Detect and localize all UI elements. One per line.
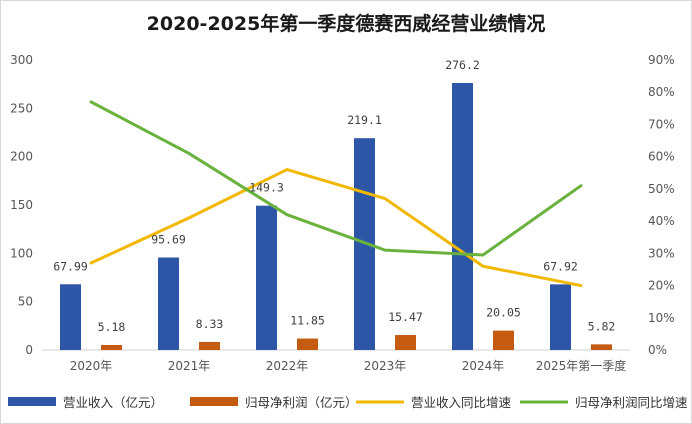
y-left-tick-label: 100 (10, 246, 33, 260)
legend-label: 归母净利润（亿元） (245, 395, 358, 410)
y-left-tick-label: 50 (18, 295, 33, 309)
revenue-growth-line (89, 168, 583, 288)
legend-item: 营业收入同比增速 (356, 395, 512, 410)
x-tick-label: 2025年第一季度 (536, 358, 627, 373)
net-profit-data-label: 5.82 (588, 319, 616, 333)
y-right-tick-label: 30% (648, 246, 675, 260)
bars (60, 83, 612, 351)
data-labels: 67.99 95.69 149.3 219.1 276.2 67.92 5.18 8.33 11… (53, 58, 615, 334)
y-right-tick-label: 50% (648, 182, 675, 196)
legend-label: 营业收入同比增速 (411, 395, 512, 410)
revenue-bar (256, 205, 277, 350)
net-profit-data-label: 15.47 (388, 310, 423, 324)
net-profit-data-label: 5.18 (98, 320, 126, 334)
x-tick-label: 2020年 (70, 359, 113, 373)
y-right-tick-label: 80% (648, 85, 675, 99)
y-left-tick-label: 150 (10, 198, 33, 212)
net-profit-bar (101, 344, 122, 350)
net-profit-bar (493, 330, 514, 350)
y-right-tick-label: 90% (648, 53, 675, 67)
legend: 营业收入（亿元） 归母净利润（亿元） 营业收入同比增速 归母净利润同比增速 (8, 395, 688, 410)
axes: 0 50 100 150 200 250 300 0% 10% 20% 30% 40% 50% 60% 70… (10, 53, 675, 373)
y-left-tick-label: 0 (25, 343, 33, 357)
legend-item: 归母净利润（亿元） (190, 395, 358, 410)
net-profit-growth-line (89, 100, 583, 257)
y-left-tick-label: 300 (10, 53, 33, 67)
net-profit-bar (591, 344, 612, 350)
x-tick-label: 2022年 (266, 359, 309, 373)
legend-swatch (190, 397, 238, 406)
revenue-data-label: 67.99 (53, 259, 88, 273)
revenue-data-label: 276.2 (445, 58, 480, 72)
net-profit-bar (297, 338, 318, 350)
legend-label: 归母净利润同比增速 (575, 395, 688, 410)
y-right-tick-label: 60% (648, 150, 675, 164)
x-tick-label: 2023年 (364, 359, 407, 373)
y-right-tick-label: 20% (648, 279, 675, 293)
legend-swatch (8, 397, 56, 406)
net-profit-data-label: 8.33 (196, 317, 224, 331)
x-tick-label: 2024年 (462, 359, 505, 373)
revenue-bar (158, 257, 179, 350)
legend-label: 营业收入（亿元） (63, 395, 163, 410)
net-profit-data-label: 11.85 (290, 314, 325, 328)
y-left-tick-label: 250 (10, 101, 33, 115)
revenue-data-label: 219.1 (347, 113, 382, 127)
legend-item: 营业收入（亿元） (8, 395, 163, 410)
legend-item: 归母净利润同比增速 (520, 395, 688, 410)
y-left-tick-label: 200 (10, 150, 33, 164)
chart-title: 2020-2025年第一季度德赛西威经营业绩情况 (147, 12, 546, 35)
net-profit-bar (395, 335, 416, 350)
net-profit-data-label: 20.05 (486, 306, 521, 320)
lines (89, 100, 583, 288)
y-right-tick-label: 70% (648, 117, 675, 131)
y-right-tick-label: 40% (648, 214, 675, 228)
revenue-bar (452, 83, 473, 351)
revenue-bar (550, 284, 571, 350)
revenue-bar (60, 284, 81, 350)
x-tick-label: 2021年 (168, 359, 211, 373)
net-profit-bar (199, 341, 220, 350)
y-right-tick-label: 0% (648, 343, 667, 357)
revenue-data-label: 67.92 (543, 259, 578, 273)
y-right-tick-label: 10% (648, 311, 675, 325)
revenue-data-label: 95.69 (151, 232, 186, 246)
revenue-data-label: 149.3 (249, 181, 284, 195)
